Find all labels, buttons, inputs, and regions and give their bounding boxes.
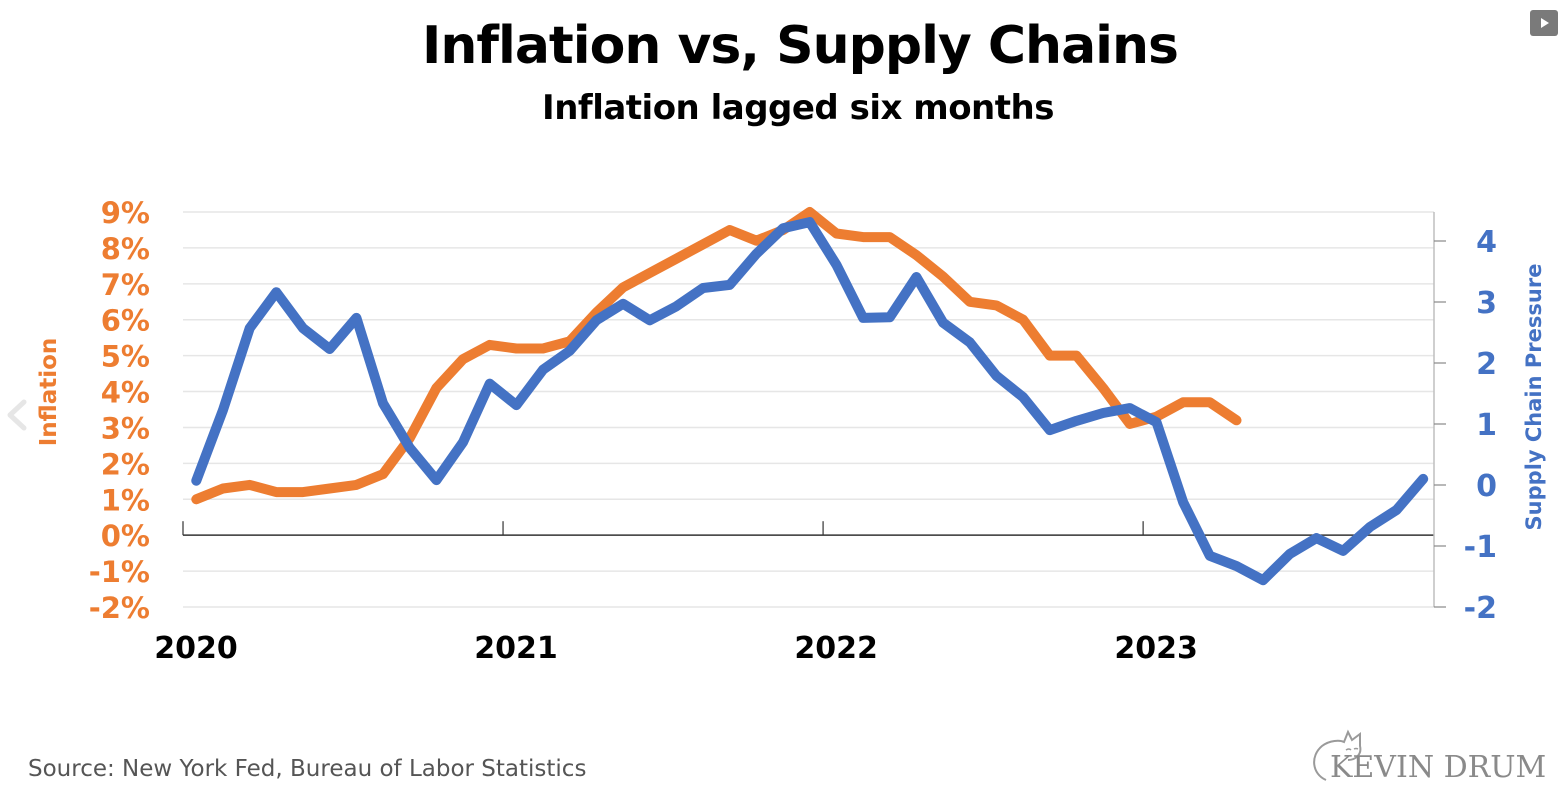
left-tick-label: 6%	[101, 304, 150, 338]
left-tick-label: 9%	[101, 196, 150, 230]
chart-title: Inflation vs, Supply Chains	[422, 16, 1179, 76]
right-tick-label: 0	[1476, 469, 1497, 504]
supply-chain-line	[191, 217, 1429, 586]
right-tick-label: 1	[1476, 408, 1497, 443]
x-tick-label: 2023	[1114, 631, 1198, 666]
left-tick-label: 5%	[101, 340, 150, 374]
left-tick-label: 4%	[101, 376, 150, 410]
left-tick-label: -2%	[89, 591, 150, 625]
left-tick-label: 3%	[101, 411, 150, 445]
play-icon[interactable]	[1530, 10, 1558, 36]
left-axis-ticks: 9%8%7%6%5%4%3%2%1%0%-1%-2%	[89, 196, 150, 625]
chart-subtitle: Inflation lagged six months	[542, 88, 1054, 128]
logo: KEVIN DRUM	[1308, 722, 1558, 788]
chevron-left-icon[interactable]	[4, 398, 30, 432]
x-tick-label: 2020	[154, 631, 238, 666]
right-tick-label: 3	[1476, 286, 1497, 321]
logo-text: KEVIN DRUM	[1330, 750, 1547, 785]
series-lines	[191, 207, 1429, 586]
left-axis-label: Inflation	[36, 338, 62, 447]
x-axis-ticks: 2020 2021 2022 2023	[154, 521, 1198, 666]
right-tick-label: -1	[1464, 530, 1497, 565]
axes	[183, 212, 1435, 607]
right-axis-ticks: 4 3 2 1 0 -1 -2	[1434, 225, 1497, 626]
x-tick-label: 2021	[474, 631, 558, 666]
source-note: Source: New York Fed, Bureau of Labor St…	[28, 756, 587, 782]
right-tick-label: 4	[1476, 225, 1497, 260]
inflation-line	[191, 207, 1242, 505]
left-tick-label: 8%	[101, 232, 150, 266]
left-tick-label: 1%	[101, 483, 150, 517]
left-tick-label: 7%	[101, 268, 150, 302]
right-tick-label: 2	[1476, 347, 1497, 382]
cat-icon	[1313, 729, 1362, 781]
right-tick-label: -2	[1464, 591, 1497, 626]
x-tick-label: 2022	[794, 631, 878, 666]
gridlines	[183, 211, 1434, 608]
left-tick-label: 0%	[101, 519, 150, 553]
left-tick-label: 2%	[101, 447, 150, 481]
left-tick-label: -1%	[89, 555, 150, 589]
right-axis-label: Supply Chain Pressure	[1522, 264, 1546, 531]
